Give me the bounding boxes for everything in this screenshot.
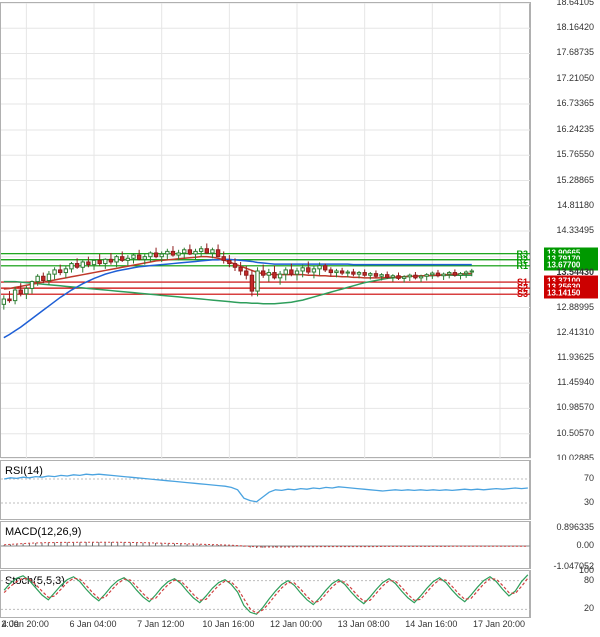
x-tick-label: 12 Jan 00:00 xyxy=(270,619,322,629)
macd-tick-label: 0.896335 xyxy=(556,522,594,532)
trading-chart-container: R3R2R1S1S2S3 18.64105 18.16420 17.68735 17.… xyxy=(0,0,600,637)
x-tick-label: 17 Jan 20:00 xyxy=(473,619,525,629)
main-y-axis: 18.64105 18.16420 17.68735 17.21050 16.73365… xyxy=(530,2,598,458)
rsi-level-label: 30 xyxy=(584,497,594,507)
rsi-panel[interactable]: RSI(14) xyxy=(0,460,530,520)
stoch-panel[interactable]: Stoch(5,5,3) xyxy=(0,570,530,618)
x-tick-label: 13 Jan 08:00 xyxy=(338,619,390,629)
y-tick-label: 12.41310 xyxy=(556,327,594,337)
x-tick-label: 14 Jan 16:00 xyxy=(405,619,457,629)
y-tick-label: 14.81180 xyxy=(557,200,594,210)
y-tick-label: 16.24235 xyxy=(556,124,594,134)
y-tick-label: 12.88995 xyxy=(556,302,594,312)
x-axis: 2:004 Jan 20:006 Jan 04:007 Jan 12:0010 … xyxy=(0,619,530,637)
y-tick-label: 18.64105 xyxy=(556,0,594,7)
x-tick-label: 7 Jan 12:00 xyxy=(137,619,184,629)
stoch-level-label: 80 xyxy=(584,575,594,585)
y-tick-label: 10.98570 xyxy=(556,402,594,412)
x-tick-label: 4 Jan 20:00 xyxy=(2,619,49,629)
y-tick-label: 17.21050 xyxy=(556,73,594,83)
y-tick-label: 15.28865 xyxy=(556,175,594,185)
main-price-panel[interactable]: R3R2R1S1S2S3 xyxy=(0,2,530,458)
macd-panel[interactable]: MACD(12,26,9) xyxy=(0,521,530,569)
y-tick-label: 11.93625 xyxy=(557,352,594,362)
y-tick-label: 10.50570 xyxy=(556,428,594,438)
y-tick-label: 15.76550 xyxy=(556,149,594,159)
rsi-level-label: 70 xyxy=(584,473,594,483)
y-tick-label: 16.73365 xyxy=(556,98,594,108)
macd-tick-label: 0.00 xyxy=(576,540,594,550)
rsi-y-axis: 30 70 xyxy=(530,460,598,520)
macd-y-axis: 0.8963350.00-1.047052 xyxy=(530,521,598,569)
y-tick-label: 11.45940 xyxy=(557,377,594,387)
x-tick-label: 10 Jan 16:00 xyxy=(202,619,254,629)
stoch-y-axis: 2080100 xyxy=(530,570,598,618)
sr-price-tag: 13.14150 xyxy=(544,288,598,299)
sr-line-label: S3 xyxy=(517,289,528,299)
y-tick-label: 14.33495 xyxy=(556,225,594,235)
x-tick-label: 6 Jan 04:00 xyxy=(70,619,117,629)
stoch-level-label: 100 xyxy=(579,565,594,575)
y-tick-label: 18.16420 xyxy=(556,22,594,32)
y-tick-label: 17.68735 xyxy=(556,47,594,57)
stoch-level-label: 20 xyxy=(584,603,594,613)
sr-line-label: R1 xyxy=(516,261,528,271)
